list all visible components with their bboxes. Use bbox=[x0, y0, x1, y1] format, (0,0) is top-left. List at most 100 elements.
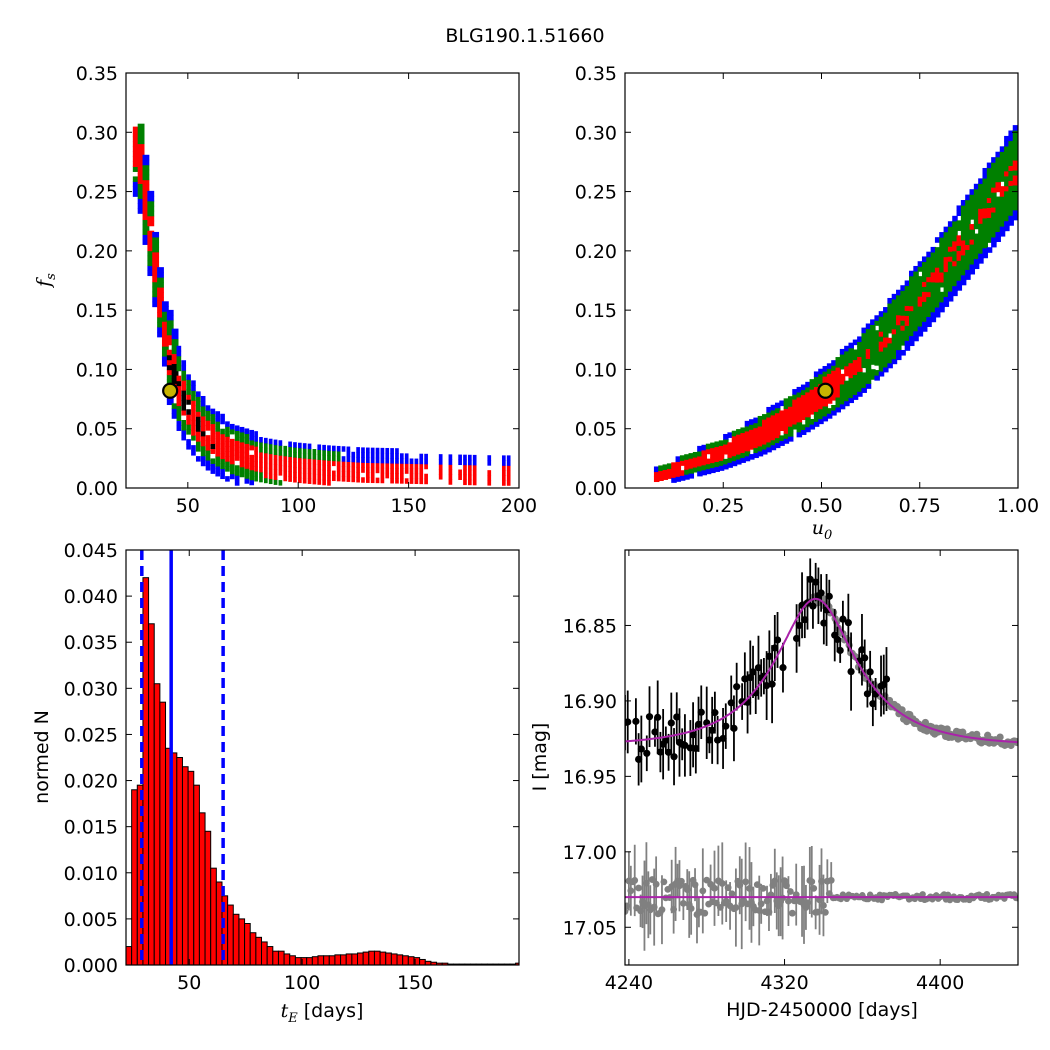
posterior-cell bbox=[731, 445, 738, 452]
posterior-cell bbox=[939, 251, 945, 258]
posterior-cell bbox=[244, 458, 250, 464]
posterior-cell bbox=[239, 436, 245, 443]
posterior-cell bbox=[395, 453, 399, 459]
posterior-cell bbox=[908, 270, 915, 277]
posterior-cell bbox=[960, 259, 967, 266]
posterior-cell bbox=[913, 275, 919, 282]
posterior-cell bbox=[161, 311, 169, 317]
posterior-cell bbox=[995, 156, 1001, 163]
posterior-cell bbox=[995, 161, 1001, 168]
data-point bbox=[635, 755, 643, 763]
posterior-cell bbox=[171, 343, 179, 350]
posterior-cell bbox=[186, 379, 191, 385]
posterior-cell bbox=[947, 261, 954, 267]
posterior-cell bbox=[986, 177, 993, 184]
data-point bbox=[719, 734, 727, 743]
posterior-cell bbox=[835, 381, 842, 388]
posterior-cell bbox=[171, 353, 179, 360]
posterior-cell bbox=[939, 271, 945, 278]
posterior-cell bbox=[331, 450, 336, 457]
posterior-cell bbox=[749, 424, 755, 430]
posterior-cell bbox=[171, 333, 179, 340]
posterior-cell bbox=[244, 463, 250, 469]
posterior-cell bbox=[1008, 220, 1014, 226]
histogram-bar bbox=[181, 766, 189, 966]
data-point bbox=[714, 736, 722, 744]
posterior-cell bbox=[147, 210, 155, 217]
posterior-cell bbox=[229, 458, 235, 465]
posterior-cell bbox=[926, 311, 932, 318]
posterior-cell bbox=[327, 460, 331, 466]
posterior-cell bbox=[956, 250, 963, 256]
posterior-cell bbox=[934, 311, 941, 318]
posterior-cell bbox=[365, 457, 370, 464]
posterior-cell bbox=[186, 394, 191, 400]
data-point bbox=[708, 726, 716, 734]
posterior-cell bbox=[999, 156, 1006, 162]
posterior-cell bbox=[999, 230, 1006, 237]
posterior-cell bbox=[883, 312, 889, 318]
posterior-cell bbox=[792, 413, 798, 420]
posterior-cell bbox=[293, 442, 297, 448]
posterior-cell bbox=[288, 446, 292, 453]
posterior-cell bbox=[1012, 164, 1019, 171]
posterior-cell bbox=[939, 281, 945, 288]
posterior-cell bbox=[229, 438, 235, 445]
posterior-cell bbox=[774, 407, 781, 414]
posterior-cell bbox=[229, 423, 235, 430]
posterior-cell bbox=[930, 301, 937, 308]
posterior-cell bbox=[161, 306, 169, 312]
posterior-cell bbox=[917, 325, 924, 332]
posterior-cell bbox=[341, 446, 346, 452]
posterior-cell bbox=[370, 472, 375, 479]
posterior-cell bbox=[458, 459, 462, 466]
posterior-cell bbox=[365, 472, 370, 478]
posterior-cell bbox=[891, 323, 898, 330]
posterior-cell bbox=[152, 246, 160, 253]
posterior-cell bbox=[501, 465, 506, 471]
posterior-cell bbox=[225, 461, 230, 467]
posterior-cell bbox=[965, 249, 971, 255]
posterior-cell bbox=[757, 425, 764, 432]
posterior-cell bbox=[501, 480, 506, 486]
posterior-cell bbox=[186, 374, 191, 380]
posterior-cell bbox=[930, 261, 937, 268]
posterior-cell bbox=[947, 256, 954, 262]
x-axis-label: u0 bbox=[812, 517, 833, 543]
posterior-cell bbox=[805, 381, 811, 388]
posterior-cell bbox=[195, 446, 201, 452]
posterior-cell bbox=[904, 305, 911, 311]
posterior-cell bbox=[740, 442, 746, 448]
posterior-cell bbox=[487, 455, 492, 461]
residual-point bbox=[742, 878, 750, 886]
posterior-cell bbox=[999, 206, 1006, 212]
posterior-cell bbox=[142, 159, 150, 166]
posterior-cell bbox=[917, 286, 924, 292]
posterior-cell bbox=[307, 463, 312, 470]
posterior-cell bbox=[137, 128, 145, 135]
residual-point bbox=[722, 897, 730, 905]
posterior-cell bbox=[865, 353, 872, 359]
posterior-cell bbox=[467, 454, 472, 461]
posterior-cell bbox=[210, 468, 216, 474]
posterior-cell bbox=[896, 354, 902, 361]
posterior-cell bbox=[331, 470, 336, 477]
posterior-cell bbox=[844, 350, 850, 357]
posterior-cell bbox=[956, 280, 963, 286]
posterior-cell bbox=[205, 440, 211, 446]
posterior-cell bbox=[176, 385, 182, 392]
posterior-cell bbox=[865, 343, 872, 350]
posterior-cell bbox=[210, 438, 216, 445]
posterior-cell bbox=[835, 401, 842, 408]
posterior-cell bbox=[978, 183, 984, 189]
posterior-cell bbox=[710, 457, 716, 464]
posterior-cell bbox=[852, 389, 859, 395]
posterior-cell bbox=[244, 433, 250, 439]
posterior-cell bbox=[952, 250, 958, 257]
posterior-cell bbox=[900, 325, 906, 331]
posterior-cell bbox=[960, 204, 967, 211]
posterior-cell bbox=[166, 339, 174, 346]
posterior-cell bbox=[714, 456, 720, 462]
posterior-cell bbox=[147, 205, 155, 212]
posterior-cell bbox=[995, 206, 1001, 213]
